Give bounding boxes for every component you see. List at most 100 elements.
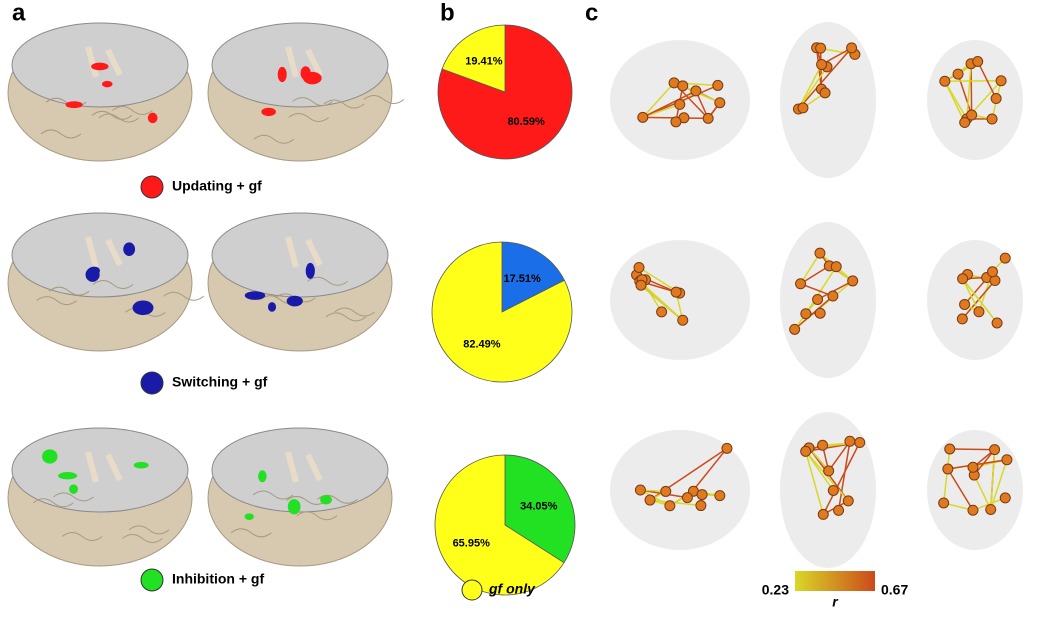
network-edge — [977, 61, 997, 99]
activation-blob — [88, 266, 100, 275]
pie-label: 80.59% — [507, 116, 545, 128]
network-node — [714, 97, 726, 109]
brain-silhouette — [610, 430, 750, 550]
network-node — [1001, 454, 1013, 466]
network-node — [956, 313, 968, 325]
brain — [207, 212, 393, 352]
activation-blob — [91, 62, 109, 71]
brain-silhouette — [927, 240, 1023, 360]
network-node — [812, 293, 824, 305]
network-node — [999, 252, 1011, 264]
network-node — [670, 286, 682, 298]
network-images — [610, 22, 1023, 568]
brain-gyrus — [128, 525, 170, 535]
legend-text: gf only — [488, 581, 536, 597]
brain-gyrus — [253, 134, 295, 144]
brain-gyrus — [288, 113, 330, 123]
activation-blob — [277, 66, 287, 83]
brain-gyrus — [92, 280, 134, 290]
network-edge — [962, 278, 998, 324]
colorbar-max: 0.67 — [881, 582, 908, 598]
legend-swatch — [140, 568, 164, 592]
network-node — [721, 442, 733, 454]
activation-blob — [133, 461, 149, 469]
network-edge — [642, 90, 697, 119]
brain-gyrus — [112, 106, 153, 116]
network-node — [696, 489, 708, 501]
network-node — [797, 102, 809, 114]
brain-gyrus — [33, 498, 74, 508]
network-node — [854, 437, 866, 449]
network-node — [635, 279, 647, 291]
panel-label: b — [440, 0, 455, 26]
network-node — [942, 463, 954, 475]
network-edge — [797, 64, 823, 110]
network-node — [690, 85, 702, 97]
network-node — [656, 306, 668, 318]
network-node — [795, 278, 807, 290]
network-node — [847, 275, 859, 287]
activation-blob — [42, 449, 58, 464]
brain-gyrus — [61, 532, 103, 542]
network-node — [967, 504, 979, 516]
network-node — [944, 443, 956, 455]
network-node — [938, 497, 950, 509]
network — [780, 412, 876, 568]
network-node — [815, 42, 827, 54]
pie-label: 82.49% — [463, 339, 501, 351]
brain-slice — [211, 22, 389, 108]
brain — [207, 427, 393, 567]
network-node — [637, 111, 649, 123]
activation-blob — [320, 494, 332, 505]
legends: Updating + gf Switching + gf Inhibition + … — [140, 175, 536, 601]
network-node — [972, 55, 984, 67]
network-edge — [837, 441, 851, 511]
network-node — [819, 87, 831, 99]
network-node — [985, 503, 997, 515]
network-node — [677, 314, 689, 326]
brain-gyrus — [363, 94, 405, 104]
network-node — [967, 461, 979, 473]
network-node — [833, 504, 845, 516]
network — [610, 430, 750, 550]
colorbar-min: 0.23 — [762, 582, 789, 598]
network-edge — [642, 103, 681, 119]
pie-slice — [434, 454, 565, 596]
network-node — [674, 98, 686, 110]
network-edge — [805, 450, 834, 491]
brain-ventricle — [285, 46, 323, 78]
brain-gyrus — [53, 492, 94, 502]
network — [780, 222, 876, 378]
activation-blob — [267, 302, 277, 312]
network — [927, 240, 1023, 360]
network — [610, 40, 750, 160]
network-node — [789, 323, 801, 335]
network-node — [995, 75, 1007, 87]
pie-slice — [501, 241, 565, 313]
network-node — [814, 247, 826, 259]
network — [927, 40, 1023, 160]
network-node — [989, 444, 1001, 456]
network-node — [939, 75, 951, 87]
brain-gyrus — [307, 276, 348, 286]
legend-text: Switching + gf — [172, 374, 268, 390]
activation-blob — [132, 300, 154, 316]
network-node — [966, 109, 978, 121]
colorbar-bar — [795, 571, 875, 591]
network-node — [695, 500, 707, 512]
brain-gyrus — [122, 533, 163, 543]
network — [780, 22, 876, 178]
network-edge — [966, 63, 972, 119]
network-node — [814, 307, 826, 319]
network-node — [681, 492, 693, 504]
network-node — [846, 42, 858, 54]
activation-blob — [123, 242, 136, 257]
network-edge — [797, 66, 828, 110]
pie-label: 34.05% — [520, 500, 558, 512]
activation-blob — [244, 513, 254, 521]
brain — [7, 212, 205, 352]
pie-slice — [431, 241, 573, 383]
network-node — [827, 484, 839, 496]
network-edge — [649, 499, 701, 507]
brain-silhouette — [927, 430, 1023, 550]
